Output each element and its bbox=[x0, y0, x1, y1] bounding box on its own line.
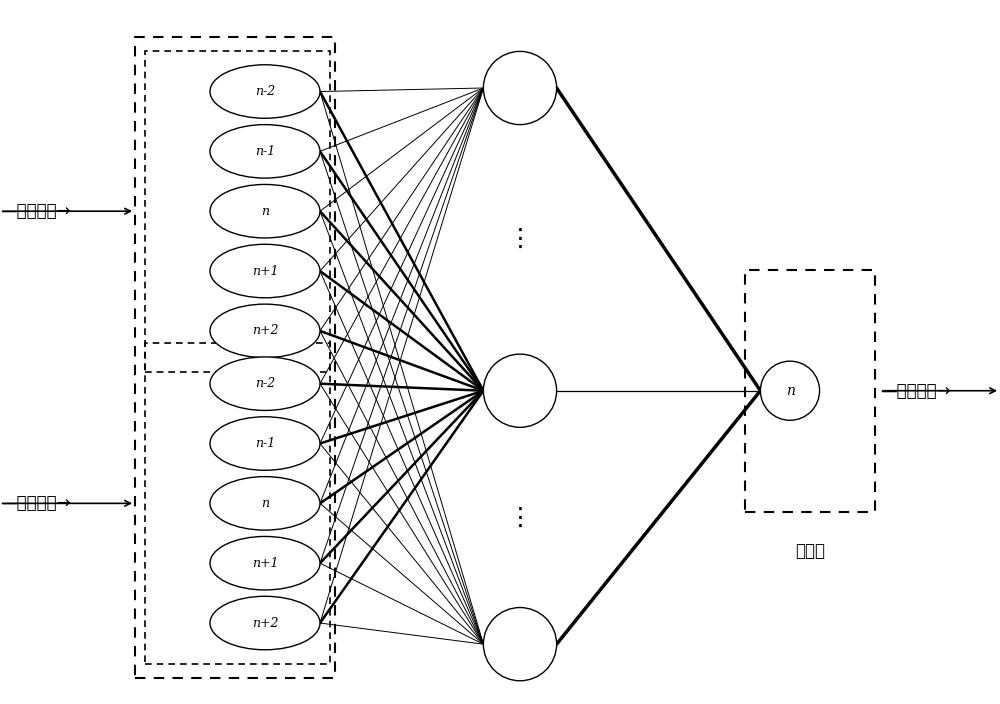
Text: n+2: n+2 bbox=[252, 325, 278, 337]
Ellipse shape bbox=[760, 361, 820, 420]
Bar bbox=[145, 343, 330, 664]
Ellipse shape bbox=[210, 417, 320, 470]
Text: —土质类型→: —土质类型→ bbox=[880, 382, 950, 400]
Text: n: n bbox=[261, 497, 269, 510]
Text: 输出层: 输出层 bbox=[795, 541, 825, 560]
Text: n-1: n-1 bbox=[255, 437, 275, 450]
Text: n: n bbox=[261, 205, 269, 218]
Text: n+1: n+1 bbox=[252, 265, 278, 277]
Ellipse shape bbox=[210, 184, 320, 238]
Ellipse shape bbox=[210, 596, 320, 650]
Ellipse shape bbox=[210, 65, 320, 118]
Text: n+1: n+1 bbox=[252, 557, 278, 570]
Text: ⋮: ⋮ bbox=[508, 505, 532, 529]
Bar bbox=[745, 270, 875, 512]
Text: n: n bbox=[786, 384, 794, 398]
Bar bbox=[135, 37, 335, 678]
Ellipse shape bbox=[210, 477, 320, 530]
Ellipse shape bbox=[210, 536, 320, 590]
Bar bbox=[145, 51, 330, 372]
Ellipse shape bbox=[210, 125, 320, 178]
Ellipse shape bbox=[483, 354, 557, 427]
Ellipse shape bbox=[483, 608, 557, 681]
Text: ⋮: ⋮ bbox=[508, 227, 532, 251]
Ellipse shape bbox=[210, 244, 320, 298]
Text: n-2: n-2 bbox=[255, 85, 275, 98]
Ellipse shape bbox=[483, 51, 557, 125]
Text: —锥尖阻力→: —锥尖阻力→ bbox=[0, 202, 70, 220]
Ellipse shape bbox=[210, 357, 320, 410]
Text: —侧摩阻力→: —侧摩阻力→ bbox=[0, 494, 70, 513]
Text: n-2: n-2 bbox=[255, 377, 275, 390]
Text: n-1: n-1 bbox=[255, 145, 275, 158]
Ellipse shape bbox=[210, 304, 320, 358]
Text: n+2: n+2 bbox=[252, 617, 278, 629]
